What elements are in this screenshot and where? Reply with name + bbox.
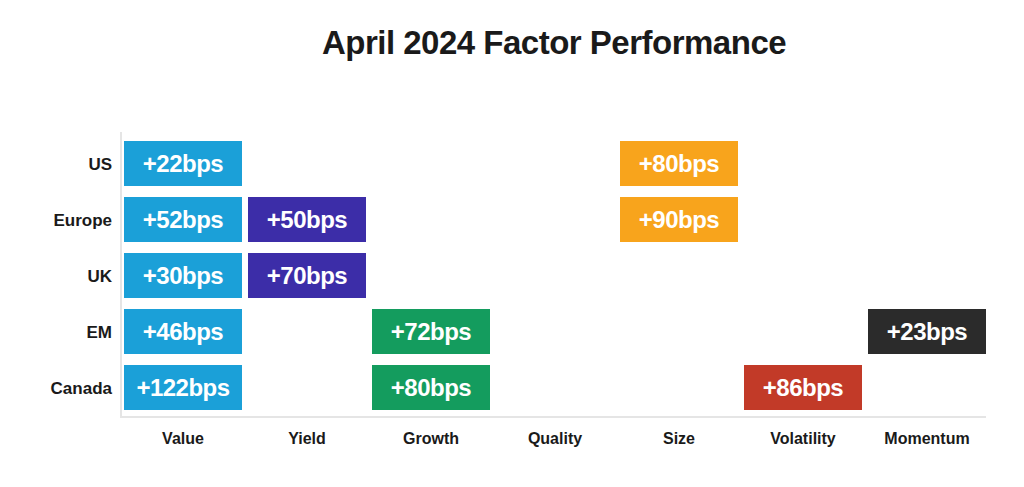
factor-cell: +46bps <box>124 309 242 354</box>
column-label-value: Value <box>121 429 245 449</box>
factor-cell: +90bps <box>620 197 738 242</box>
factor-cell: +86bps <box>744 365 862 410</box>
factor-cell: +72bps <box>372 309 490 354</box>
column-label-volatility: Volatility <box>741 429 865 449</box>
column-label-momentum: Momentum <box>865 429 989 449</box>
factor-cell: +50bps <box>248 197 366 242</box>
factor-performance-chart: April 2024 Factor Performance US Europe UK… <box>0 0 1024 487</box>
factor-cell: +80bps <box>620 141 738 186</box>
row-label-canada: Canada <box>0 379 112 399</box>
column-label-growth: Growth <box>369 429 493 449</box>
factor-cell: +80bps <box>372 365 490 410</box>
row-label-us: US <box>0 155 112 175</box>
row-label-europe: Europe <box>0 211 112 231</box>
factor-cell: +122bps <box>124 365 242 410</box>
row-label-em: EM <box>0 323 112 343</box>
factor-cell: +70bps <box>248 253 366 298</box>
row-label-uk: UK <box>0 267 112 287</box>
chart-title: April 2024 Factor Performance <box>121 24 987 62</box>
x-axis-line <box>120 416 986 418</box>
factor-cell: +30bps <box>124 253 242 298</box>
column-label-quality: Quality <box>493 429 617 449</box>
column-label-size: Size <box>617 429 741 449</box>
factor-cell: +23bps <box>868 309 986 354</box>
y-axis-line <box>120 132 122 418</box>
column-label-yield: Yield <box>245 429 369 449</box>
factor-cell: +52bps <box>124 197 242 242</box>
factor-cell: +22bps <box>124 141 242 186</box>
